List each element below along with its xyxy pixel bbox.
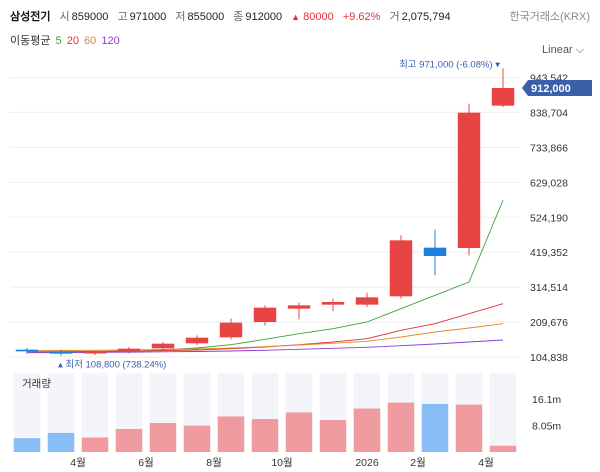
candle-body-14 <box>491 88 515 106</box>
volume-bg-14 <box>489 373 517 452</box>
y-tick-label-0: 104,838 <box>530 352 568 364</box>
candle-body-13 <box>457 112 481 249</box>
close-label: 종 <box>233 11 244 23</box>
exchange-name: 한국거래소(KRX) <box>509 11 590 23</box>
candle-body-1 <box>49 351 73 354</box>
low-annotation: ▴ 최저 108,800 (738.24%) <box>58 360 166 371</box>
x-tick-label-5: 2월 <box>410 457 426 469</box>
volume-bar-10 <box>353 408 381 452</box>
volume-bar-6 <box>217 416 245 452</box>
ma-legend-60: 60 <box>84 35 97 47</box>
moving-average-legend: 이동평균 5 20 60 120 <box>10 32 120 48</box>
grid-lines <box>10 76 520 358</box>
current-price-label: 912,000 <box>531 83 571 95</box>
candle-body-4 <box>151 343 175 349</box>
change-percent: +9.62% <box>342 11 381 23</box>
ma-legend-title: 이동평균 <box>10 35 51 47</box>
volume-bar-1 <box>47 432 75 452</box>
volume-title: 거래량 <box>22 378 51 390</box>
candle-body-5 <box>185 337 209 344</box>
low-label: 저 <box>175 11 186 23</box>
x-tick-label-3: 10월 <box>271 457 292 469</box>
close-value: 912000 <box>245 11 283 23</box>
time-axis: 4월 6월 8월 10월 2026 2월 4월 <box>70 457 494 469</box>
volume-bar-2 <box>81 437 109 452</box>
x-tick-label-0: 4월 <box>70 457 86 469</box>
x-tick-label-4: 2026 <box>355 457 379 469</box>
scale-dropdown[interactable]: Linear ⌵ <box>542 44 584 57</box>
volume-tick-label-1: 16.1m <box>532 394 561 406</box>
candle-body-10 <box>355 297 379 305</box>
ma-60-line <box>26 323 504 352</box>
volume-bar-9 <box>319 420 347 452</box>
high-label: 고 <box>117 11 128 23</box>
candle-body-6 <box>219 322 243 338</box>
x-tick-label-6: 4월 <box>478 457 494 469</box>
low-value: 855000 <box>187 11 225 23</box>
candle-body-7 <box>253 307 277 322</box>
candle-body-2 <box>83 352 107 354</box>
volume-bar-8 <box>285 412 313 452</box>
open-label: 시 <box>59 11 70 23</box>
ma-legend-20: 20 <box>66 35 79 47</box>
volume-tick-label-0: 8.05m <box>532 421 561 433</box>
open-value: 859000 <box>71 11 109 23</box>
volume-bar-11 <box>387 402 415 452</box>
volume-value: 2,075,794 <box>401 11 451 23</box>
moving-average-lines <box>26 200 504 354</box>
annotations: 최고 971,000 (-6.08%) ▾ 912,000 ▴ 최저 108,800… <box>58 59 592 371</box>
volume-bar-4 <box>149 423 177 452</box>
candlesticks <box>15 68 515 356</box>
y-tick-label-5: 629,028 <box>530 177 568 189</box>
x-tick-label-1: 6월 <box>138 457 154 469</box>
x-tick-label-2: 8월 <box>206 457 222 469</box>
candle-body-3 <box>117 348 141 352</box>
volume-bar-13 <box>455 404 483 452</box>
high-annotation: 최고 971,000 (-6.08%) ▾ <box>399 59 500 70</box>
ma-5-line <box>26 200 504 354</box>
ma-legend-120: 120 <box>101 35 120 47</box>
scale-dropdown-label: Linear <box>542 44 573 56</box>
candle-body-0 <box>15 349 39 352</box>
y-tick-label-4: 524,190 <box>530 212 568 224</box>
volume-bar-0 <box>13 438 41 452</box>
high-value: 971000 <box>129 11 167 23</box>
stock-name: 삼성전기 <box>10 11 51 23</box>
volume-bar-5 <box>183 425 211 452</box>
current-price-tag <box>522 80 592 96</box>
volume-bar-7 <box>251 419 279 452</box>
volume-bar-12 <box>421 403 449 452</box>
volume-label: 거 <box>389 11 400 23</box>
candle-body-9 <box>321 302 345 305</box>
change-up-arrow-icon: ▲ <box>291 12 301 22</box>
candle-body-11 <box>389 240 413 297</box>
change-value: 80000 <box>303 11 334 23</box>
candle-body-8 <box>287 305 311 309</box>
price-axis: 104,838 209,676 314,514 419,352 524,190 629,0… <box>530 72 568 364</box>
quote-header: 삼성전기 시 859000 고 971000 저 855000 종 912000 ▲ 8… <box>10 8 590 26</box>
volume-bar-3 <box>115 428 143 452</box>
y-tick-label-1: 209,676 <box>530 317 568 329</box>
volume-bar-14 <box>489 445 517 452</box>
candle-body-12 <box>423 247 447 256</box>
y-tick-label-6: 733,866 <box>530 142 568 154</box>
y-tick-label-3: 419,352 <box>530 247 568 259</box>
volume-panel: 거래량 8.05m 16.1m <box>13 373 561 452</box>
y-tick-label-2: 314,514 <box>530 282 568 294</box>
ma-legend-5: 5 <box>55 35 62 47</box>
chevron-down-icon: ⌵ <box>575 44 584 56</box>
ma-120-line <box>26 339 504 354</box>
y-tick-label-7: 838,704 <box>530 107 568 119</box>
